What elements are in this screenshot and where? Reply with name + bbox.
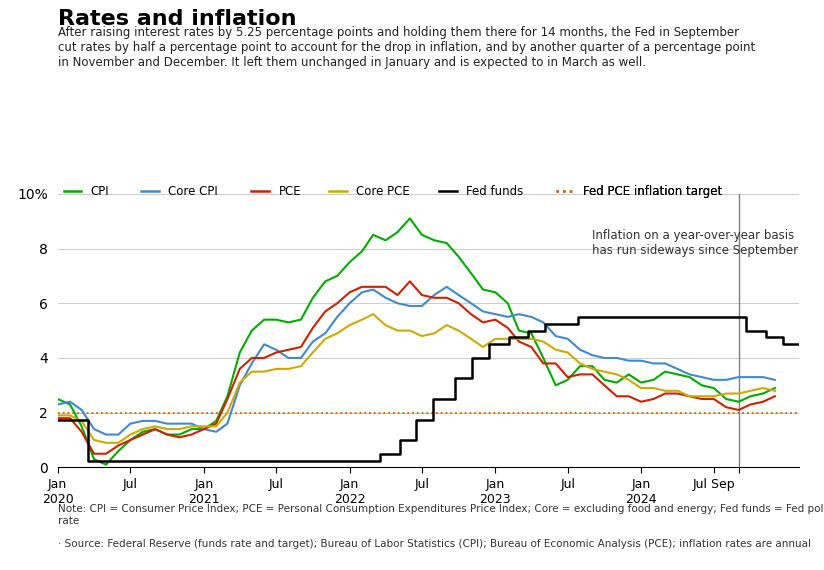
Text: After raising interest rates by 5.25 percentage points and holding them there fo: After raising interest rates by 5.25 per… — [58, 26, 755, 68]
Text: Inflation on a year-over-year basis
has run sideways since September: Inflation on a year-over-year basis has … — [592, 229, 798, 258]
Legend: Fed PCE inflation target: Fed PCE inflation target — [556, 185, 723, 198]
Text: · Source: Federal Reserve (funds rate and target); Bureau of Labor Statistics (C: · Source: Federal Reserve (funds rate an… — [58, 539, 811, 549]
Text: Note: CPI = Consumer Price Index; PCE = Personal Consumption Expenditures Price : Note: CPI = Consumer Price Index; PCE = … — [58, 504, 824, 526]
Text: Rates and inflation: Rates and inflation — [58, 9, 296, 28]
